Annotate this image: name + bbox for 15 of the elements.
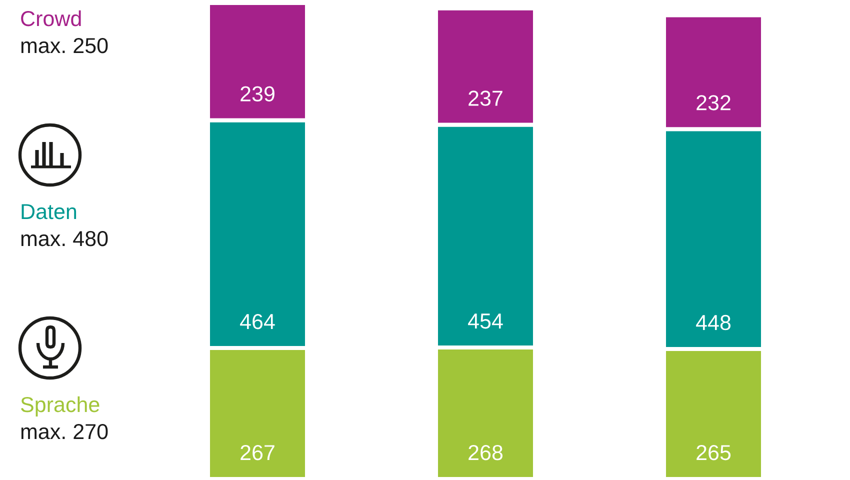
data-label: 239	[240, 86, 274, 102]
text: max. 480	[21, 230, 108, 246]
data-label: 268	[468, 444, 503, 460]
data-label: 267	[240, 444, 274, 460]
text: Sprache	[20, 396, 100, 416]
data-label: 454	[468, 314, 503, 329]
text: Crowd	[21, 10, 81, 26]
data-label: 232	[696, 95, 730, 110]
text: max. 250	[21, 38, 108, 54]
data-label: 448	[696, 314, 731, 330]
data-label: 464	[240, 314, 275, 330]
text: Daten	[22, 204, 76, 220]
data-label: 265	[696, 444, 731, 460]
text: max. 270	[21, 424, 108, 440]
data-label: 237	[468, 90, 502, 106]
